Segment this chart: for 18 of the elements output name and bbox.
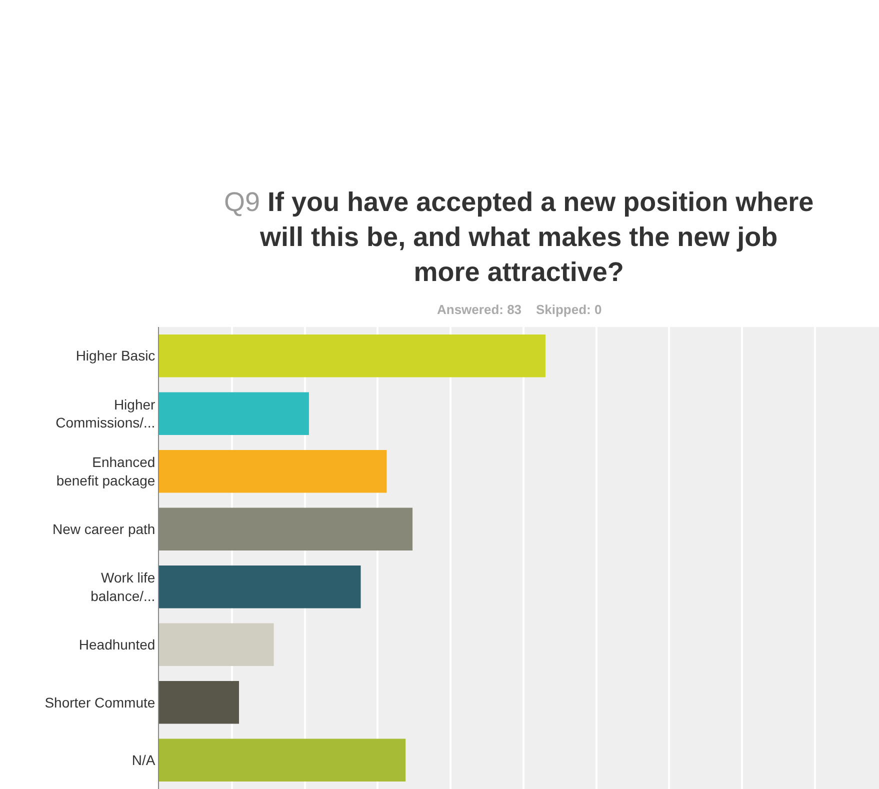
y-tick-label: Shorter Commute [44,694,156,710]
y-tick-label: New career path [52,520,156,537]
bar [159,680,239,724]
bar [159,623,274,666]
bar [159,450,387,493]
bar [159,508,413,550]
y-tick-label: Higher Commissions/... [56,396,156,431]
y-tick-label: N/A [132,752,156,768]
y-tick-label: Enhanced benefit package [56,454,156,488]
bar [159,565,361,608]
chart-title: Q9 If you have accepted a new position where will this be, and what makes the new job more attractive? [224,187,814,288]
bar [159,392,309,435]
y-tick-label: Higher Basic [76,348,156,364]
y-tick-label: Headhunted [78,636,156,653]
y-tick-label: Work life balance/... [90,570,156,604]
chart-subtitle: Answered: 83 Skipped: 0 [437,302,602,317]
bar [159,334,546,378]
bar [159,738,406,782]
